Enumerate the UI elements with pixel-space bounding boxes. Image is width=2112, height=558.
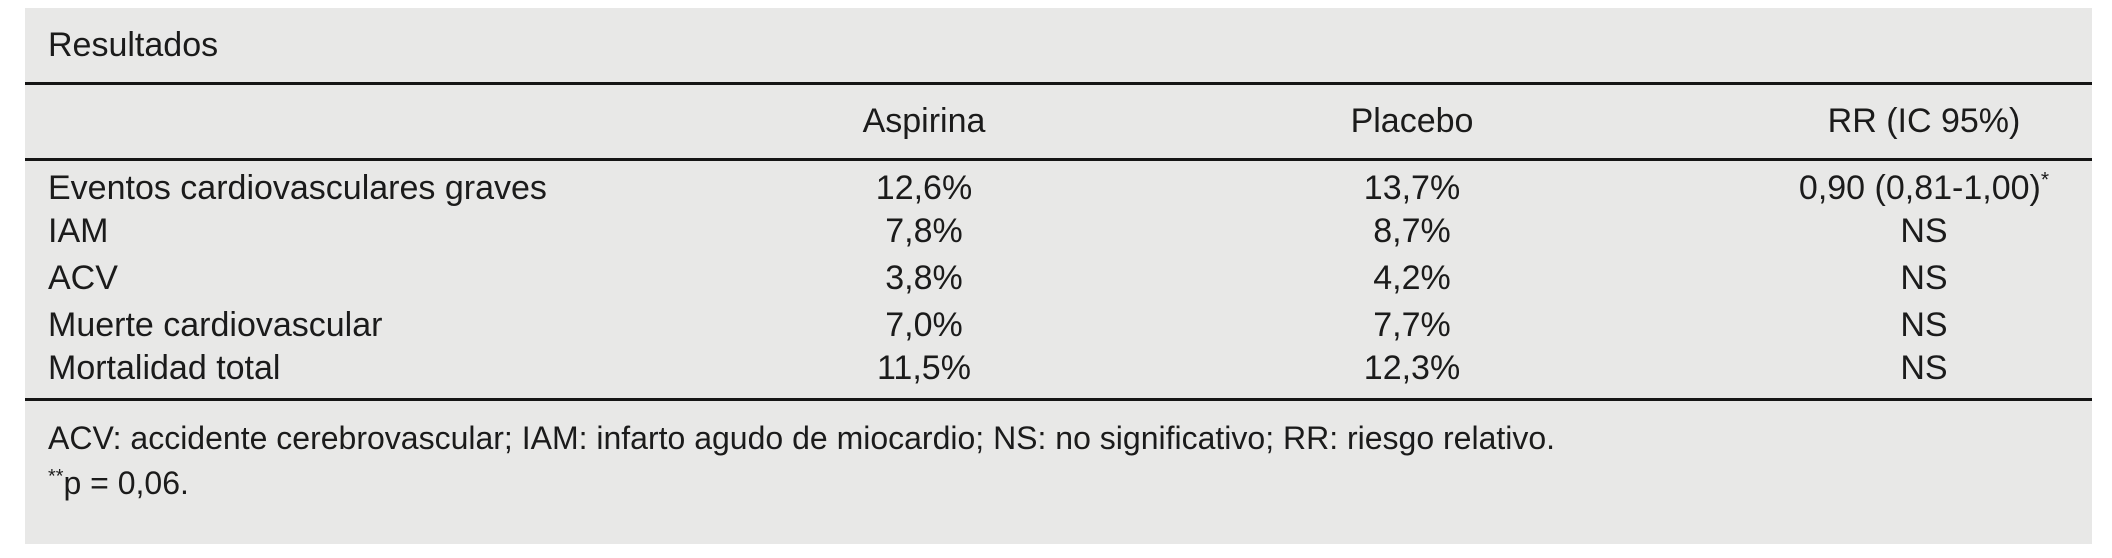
placebo-value: 13,7% — [1363, 168, 1461, 207]
row-label: IAM — [48, 211, 109, 250]
table-row: IAM 7,8% 8,7% NS — [25, 208, 2092, 255]
row-label: Eventos cardiovasculares graves — [48, 168, 547, 207]
row-label: Muerte cardiovascular — [48, 305, 383, 344]
row-label: ACV — [48, 258, 118, 297]
aspirina-value: 7,8% — [885, 211, 963, 250]
placebo-value: 12,3% — [1363, 348, 1461, 387]
row-label: Mortalidad total — [48, 348, 281, 387]
results-table: Aspirina Placebo RR (IC 95%) Eventos car… — [25, 85, 2092, 401]
footnote-pvalue: **p = 0,06. — [48, 461, 2069, 506]
aspirina-value: 7,0% — [885, 305, 963, 344]
column-header-empty — [25, 85, 665, 161]
placebo-value: 8,7% — [1373, 211, 1451, 250]
table-row: Mortalidad total 11,5% 12,3% NS — [25, 349, 2092, 400]
table-header-row: Aspirina Placebo RR (IC 95%) — [25, 85, 2092, 161]
aspirina-value: 11,5% — [877, 348, 971, 387]
column-header-placebo: Placebo — [1183, 85, 1641, 161]
table-row: ACV 3,8% 4,2% NS — [25, 255, 2092, 302]
rr-value: 0,90 (0,81-1,00)* — [1641, 159, 2092, 208]
pvalue-text: p = 0,06. — [63, 464, 189, 501]
rr-value: NS — [1641, 208, 2092, 255]
table-footnotes: ACV: accidente cerebrovascular; IAM: inf… — [25, 401, 2092, 506]
rr-value-text: NS — [1900, 258, 1948, 297]
column-header-aspirina: Aspirina — [665, 85, 1183, 161]
placebo-value: 7,7% — [1373, 305, 1451, 344]
rr-value: NS — [1641, 302, 2092, 349]
table-row: Muerte cardiovascular 7,0% 7,7% NS — [25, 302, 2092, 349]
rr-value: NS — [1641, 255, 2092, 302]
rr-value-text: NS — [1900, 305, 1948, 344]
table-row: Eventos cardiovasculares graves 12,6% 13… — [25, 159, 2092, 208]
aspirina-value: 12,6% — [875, 168, 973, 207]
table-title-bar: Resultados — [25, 8, 2092, 85]
table-title: Resultados — [48, 25, 219, 64]
rr-value-text: NS — [1900, 211, 1948, 250]
footnote-abbreviations: ACV: accidente cerebrovascular; IAM: inf… — [48, 419, 1556, 456]
pvalue-marker: ** — [48, 464, 64, 487]
rr-footnote-marker: * — [2040, 168, 2050, 192]
rr-value-text: 0,90 (0,81-1,00) — [1798, 168, 2041, 207]
results-table-panel: Resultados Aspirina Placebo RR (IC 95%) … — [25, 8, 2092, 544]
rr-value-text: NS — [1900, 348, 1948, 387]
placebo-value: 4,2% — [1373, 258, 1451, 297]
column-header-rr: RR (IC 95%) — [1641, 85, 2092, 161]
rr-value: NS — [1641, 349, 2092, 400]
aspirina-value: 3,8% — [885, 258, 963, 297]
